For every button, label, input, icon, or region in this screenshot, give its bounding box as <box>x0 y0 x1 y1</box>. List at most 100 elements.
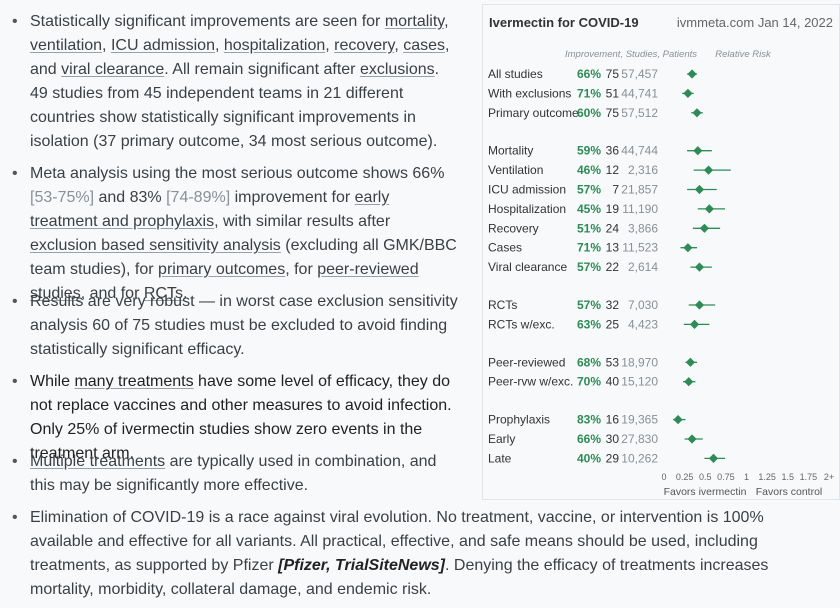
patients-count: 2,614 <box>628 260 658 274</box>
link-mortality[interactable]: mortality <box>384 13 445 30</box>
row-label-primary-outcome: Primary outcome <box>488 106 579 120</box>
patients-count: 27,830 <box>621 432 658 446</box>
link-many-treatments[interactable]: many treatments <box>74 373 194 390</box>
x-tick-label: 0.75 <box>717 472 735 482</box>
patients-count: 4,423 <box>628 317 658 331</box>
text-span: , and <box>30 37 450 78</box>
improvement-value: 71% <box>577 241 601 255</box>
row-label-cases: Cases <box>488 241 522 255</box>
bullet-marker: • <box>12 373 18 390</box>
studies-count: 40 <box>606 375 620 389</box>
x-tick-label: 0 <box>661 472 666 482</box>
patients-count: 57,457 <box>621 67 658 81</box>
studies-count: 13 <box>606 241 620 255</box>
row-label-mortality: Mortality <box>488 144 533 158</box>
studies-count: 53 <box>606 355 620 369</box>
forest-plot: Ivermectin for COVID-19 ivmmeta.com Jan … <box>488 15 834 498</box>
link-primary-outcomes[interactable]: primary outcomes <box>158 261 286 278</box>
text-span: , <box>325 37 335 54</box>
improvement-value: 66% <box>577 67 601 81</box>
effect-marker <box>684 377 694 387</box>
x-tick-label: 0.25 <box>676 472 694 482</box>
row-label-early: Early <box>488 432 515 446</box>
text-span: Elimination of COVID-19 is a race agains… <box>30 509 764 574</box>
link-hospitalization[interactable]: hospitalization <box>223 37 326 54</box>
text-span: While <box>30 373 75 390</box>
link-exclusions[interactable]: exclusions <box>359 61 435 78</box>
effect-marker <box>689 319 700 329</box>
effect-marker <box>693 146 703 156</box>
patients-count: 44,744 <box>621 144 658 158</box>
patients-count: 2,316 <box>628 163 658 177</box>
improvement-value: 51% <box>577 221 601 235</box>
effect-marker <box>687 434 697 444</box>
link-rcts[interactable]: RCTs <box>143 285 183 302</box>
link-sensitivity-analysis[interactable]: exclusion based sensitivity analysis <box>30 237 281 254</box>
studies-count: 51 <box>606 86 620 100</box>
chart-title: Ivermectin for COVID-19 <box>489 15 639 30</box>
axis-header: Relative Risk <box>715 49 772 60</box>
text-span: improvement for <box>230 189 355 206</box>
confidence-interval: [74-89%] <box>166 189 231 206</box>
link-ventilation[interactable]: ventilation <box>30 37 103 54</box>
patients-count: 7,030 <box>628 298 658 312</box>
effect-marker <box>694 262 705 272</box>
citation-link[interactable]: [Pfizer, TrialSiteNews] <box>278 557 445 574</box>
text-span: . 49 studies from 45 independent teams i… <box>30 61 440 150</box>
bullet-marker: • <box>12 165 18 182</box>
row-label-viral-clearance: Viral clearance <box>488 260 567 274</box>
improvement-value: 70% <box>577 375 601 389</box>
effect-marker <box>694 300 705 310</box>
row-label-recovery: Recovery <box>488 221 539 235</box>
row-label-icu-admission: ICU admission <box>488 183 566 197</box>
text-span: . Denying the efficacy of treatments inc… <box>30 557 769 598</box>
text-span: , <box>394 37 404 54</box>
effect-marker <box>685 357 695 367</box>
link-icu-admission[interactable]: ICU admission <box>110 37 215 54</box>
improvement-value: 63% <box>577 317 601 331</box>
studies-count: 36 <box>606 144 620 158</box>
link-cases[interactable]: cases <box>403 37 446 54</box>
patients-count: 57,512 <box>621 106 658 120</box>
favors-ivermectin-label: Favors ivermectin <box>664 486 747 498</box>
text-span: have some level of efficacy, they do not… <box>30 373 452 462</box>
favors-control-label: Favors control <box>756 486 823 498</box>
link-recovery[interactable]: recovery <box>334 37 395 54</box>
x-tick-label: 0.5 <box>699 472 712 482</box>
patients-count: 11,523 <box>622 241 658 255</box>
effect-marker <box>699 223 710 233</box>
improvement-value: 83% <box>577 413 601 427</box>
link-early-treatment-prophylaxis[interactable]: early treatment and prophylaxis <box>30 189 390 230</box>
bullet-text: Elimination of COVID-19 is a race agains… <box>30 506 820 602</box>
patients-count: 11,190 <box>622 202 658 216</box>
text-span: , <box>444 13 449 30</box>
row-label-peer-rvw-w-exc-: Peer-rvw w/exc. <box>488 375 573 389</box>
row-label-with-exclusions: With exclusions <box>488 86 571 100</box>
bullet-text: Multiple treatments are typically used i… <box>30 450 460 498</box>
improvement-value: 60% <box>577 106 601 120</box>
effect-marker <box>694 184 705 195</box>
bullet-text: Statistically significant improvements a… <box>30 10 455 154</box>
improvement-value: 66% <box>577 432 601 446</box>
link-multiple-treatments[interactable]: Multiple treatments <box>30 453 166 470</box>
link-peer-reviewed[interactable]: peer-reviewed studies <box>30 261 419 302</box>
text-span: Meta analysis using the most serious out… <box>30 165 445 182</box>
forest-plot-panel: Ivermectin for COVID-19 ivmmeta.com Jan … <box>482 4 840 500</box>
row-label-peer-reviewed: Peer-reviewed <box>488 355 565 369</box>
x-tick-label: 1 <box>744 472 749 482</box>
patients-count: 19,365 <box>621 413 658 427</box>
studies-count: 12 <box>606 163 620 177</box>
text-span: , and for <box>80 285 144 302</box>
effect-marker <box>704 204 714 214</box>
text-span: (excluding all GMK/BBC team studies), fo… <box>30 237 457 278</box>
improvement-value: 57% <box>577 298 601 312</box>
link-viral-clearance[interactable]: viral clearance <box>61 61 165 78</box>
row-label-prophylaxis: Prophylaxis <box>488 413 550 427</box>
effect-marker <box>703 165 714 175</box>
row-label-rcts: RCTs <box>488 298 517 312</box>
improvement-value: 71% <box>577 86 601 100</box>
x-axis: 0 0.25 0.5 0.75 1 1.25 1.5 1.75 2+ <box>661 472 834 482</box>
bullet-marker: • <box>12 13 18 30</box>
improvement-value: 68% <box>577 355 601 369</box>
